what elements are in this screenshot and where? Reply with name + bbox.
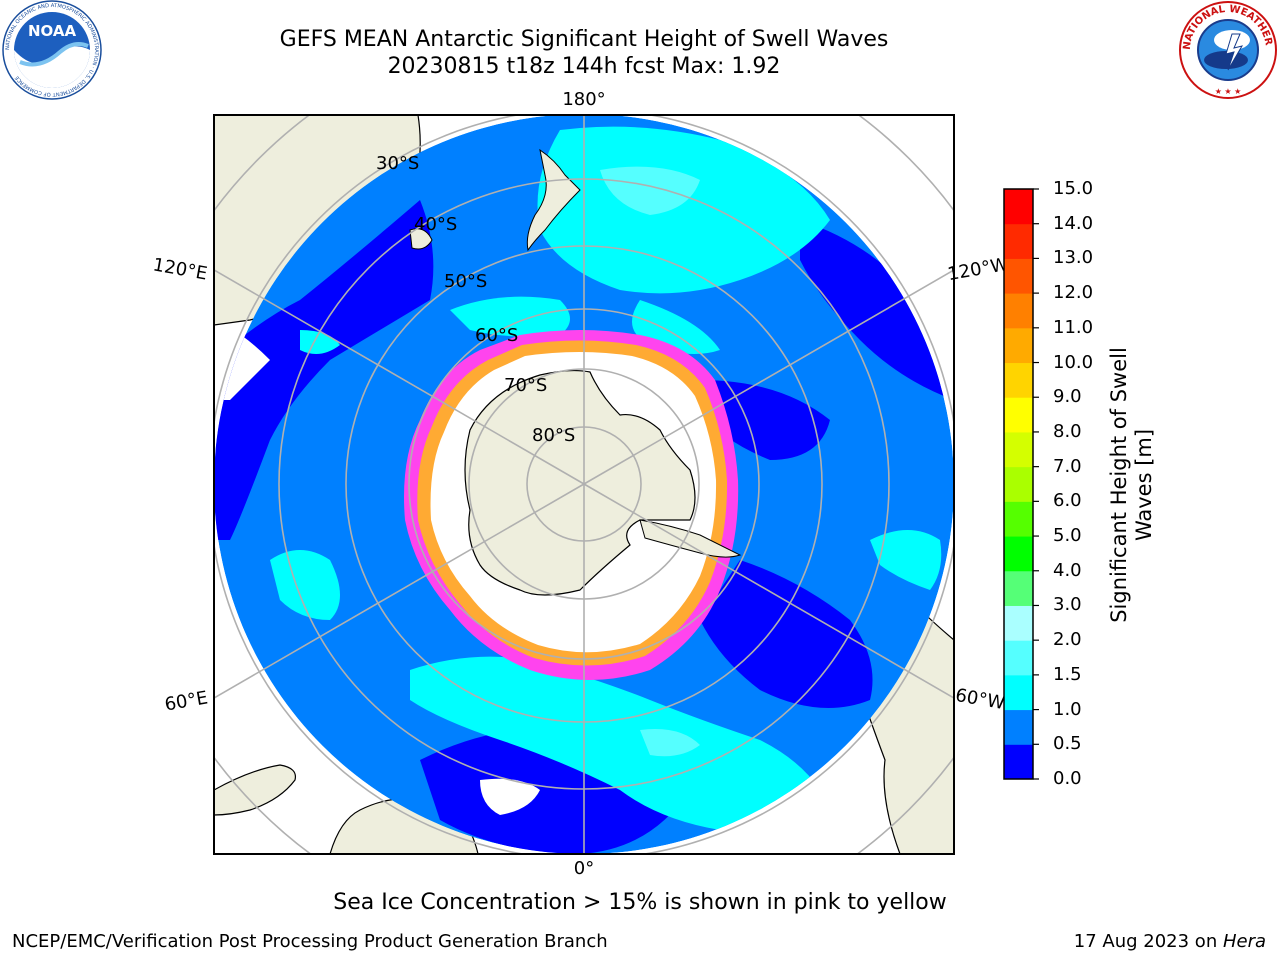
colorbar-tick-label: 7.0 [1053, 455, 1082, 477]
noaa-logo: NOAA NATIONAL OCEANIC AND ATMOSPHERIC AD… [2, 0, 102, 100]
colorbar-tick-label: 14.0 [1053, 212, 1094, 234]
chart-subtitle: 20230815 t18z 144h fcst Max: 1.92 [387, 54, 781, 79]
colorbar-swatch [1004, 431, 1033, 468]
colorbar-tick-label: 0.5 [1053, 733, 1082, 755]
colorbar-tick-label: 6.0 [1053, 490, 1082, 512]
colorbar-swatch [1004, 709, 1033, 745]
colorbar-title-line1: Significant Height of Swell [1107, 347, 1131, 623]
lon-label-60e: 60°E [163, 687, 209, 715]
tasmania-land [409, 228, 433, 250]
footer-machine: Hera [1222, 931, 1266, 952]
footer-date: 17 Aug 2023 on Hera [1074, 931, 1266, 952]
colorbar-swatch [1004, 397, 1033, 433]
swell-deep-blue-patch [700, 560, 873, 708]
swell-cyan-patch [450, 296, 570, 337]
colorbar-swatch [1004, 640, 1033, 676]
colorbar-swatch [1004, 293, 1033, 329]
lat-label-60s: 60°S [475, 325, 518, 346]
lon-label-180: 180° [562, 89, 605, 110]
colorbar-tick-label: 13.0 [1053, 247, 1094, 269]
swell-cyan-patch [300, 330, 340, 354]
colorbar-swatch [1004, 744, 1033, 780]
swell-deep-blue-patch [800, 220, 954, 400]
colorbar-swatch [1004, 327, 1033, 364]
lat-label-80s: 80°S [532, 425, 575, 446]
colorbar-tick-label: 11.0 [1053, 316, 1094, 338]
colorbar-swatch [1004, 605, 1033, 641]
colorbar-swatch [1004, 466, 1033, 502]
colorbar-tick-label: 15.0 [1053, 178, 1094, 199]
swell-cyan-patch [537, 126, 830, 294]
swell-light-cyan-patch [600, 166, 700, 215]
colorbar-tick-label: 9.0 [1053, 386, 1082, 408]
colorbar-swatch [1004, 223, 1033, 259]
colorbar-swatch [1004, 570, 1033, 606]
colorbar-swatch [1004, 189, 1033, 225]
swell-deep-blue-patch [214, 200, 434, 540]
colorbar-title-line2: Waves [m] [1132, 428, 1156, 542]
antarctica-land [464, 369, 696, 596]
colorbar-tick-label: 5.0 [1053, 525, 1082, 547]
noaa-logo-text: NOAA [28, 22, 77, 40]
sea-ice-note: Sea Ice Concentration > 15% is shown in … [333, 890, 947, 915]
lon-label-60w: 60°W [954, 685, 1007, 714]
colorbar-title: Significant Height of Swell Waves [m] [1107, 347, 1157, 623]
lon-label-120w: 120°W [946, 254, 1010, 285]
colorbar-tick-label: 0.0 [1053, 768, 1082, 789]
colorbar-frame [1003, 188, 1034, 780]
graticule [214, 115, 954, 854]
swell-cyan-patch [410, 656, 820, 830]
colorbar-tick-label: 3.0 [1053, 594, 1082, 616]
swell-cyan-patch [270, 550, 340, 620]
colorbar [1003, 188, 1039, 780]
chart-title: GEFS MEAN Antarctic Significant Height o… [279, 27, 889, 52]
colorbar-tick-label: 2.0 [1053, 629, 1082, 651]
colorbar-swatch [1004, 674, 1033, 711]
madagascar-land [214, 764, 297, 816]
new-zealand-land [526, 148, 581, 252]
lat-label-30s: 30°S [376, 153, 419, 174]
lat-label-40s: 40°S [414, 214, 457, 235]
colorbar-tick-label: 10.0 [1053, 351, 1094, 373]
footer-credit: NCEP/EMC/Verification Post Processing Pr… [12, 931, 608, 952]
no-data-region [480, 778, 540, 815]
colorbar-tick-label: 1.5 [1053, 663, 1082, 685]
lat-label-70s: 70°S [504, 375, 547, 396]
colorbar-tick-label: 4.0 [1053, 559, 1082, 581]
lon-label-0: 0° [574, 858, 594, 879]
colorbar-swatch [1004, 258, 1033, 294]
colorbar-swatch [1004, 536, 1033, 572]
svg-text:★ ★ ★: ★ ★ ★ [1215, 87, 1242, 96]
lon-label-120e: 120°E [151, 254, 209, 284]
nws-logo: NATIONAL WEATHER SERVICE ★ ★ ★ [1176, 0, 1277, 99]
colorbar-tick-label: 1.0 [1053, 698, 1082, 720]
colorbar-tick-label: 12.0 [1053, 282, 1094, 304]
colorbar-swatch [1004, 501, 1033, 537]
footer-date-text: 17 Aug 2023 on [1073, 931, 1223, 952]
swell-cyan-patch [870, 530, 942, 590]
colorbar-tick-label: 8.0 [1053, 420, 1082, 442]
swell-light-cyan-patch [640, 729, 700, 757]
map-frame [213, 114, 955, 855]
colorbar-swatch [1004, 362, 1033, 398]
antarctic-peninsula-land [639, 519, 742, 558]
lat-label-50s: 50°S [444, 271, 487, 292]
